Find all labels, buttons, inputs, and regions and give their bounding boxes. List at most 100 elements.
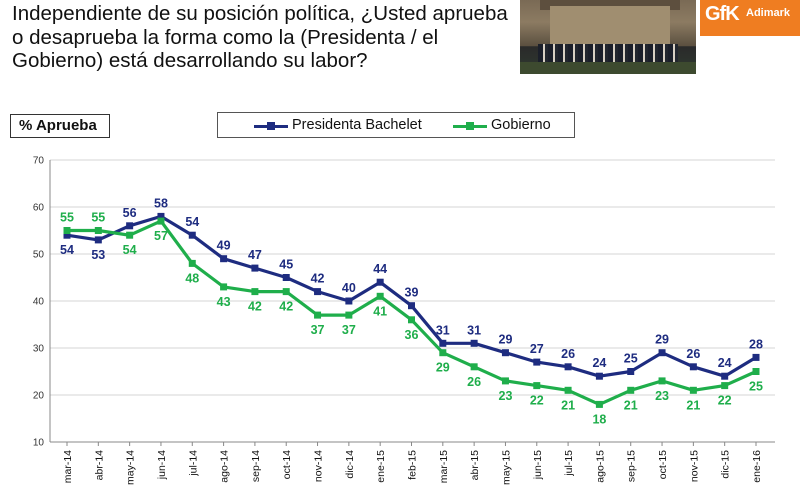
data-label-gobierno-dic-15: 22 [718,394,732,408]
y-tick-60: 60 [33,203,45,214]
point-bachelet-may-15 [501,349,509,357]
data-label-bachelet-dic-14: 40 [342,281,356,295]
point-gobierno-dic-15 [721,382,729,390]
point-gobierno-may-14 [126,231,134,239]
data-label-gobierno-may-15: 23 [499,389,513,403]
point-bachelet-ene-16 [752,353,760,361]
point-bachelet-dic-14 [345,297,353,305]
point-bachelet-mar-15 [439,339,447,347]
point-gobierno-jun-15 [533,382,541,390]
approval-line-chart: 10 20 30 40 50 60 70 mar-14 abr-14 may-14 jun-14 ju… [33,156,775,485]
point-gobierno-jul-14 [188,259,196,267]
point-gobierno-oct-14 [282,288,290,296]
data-label-gobierno-sep-15: 21 [624,398,638,412]
point-bachelet-ago-15 [595,372,603,380]
data-label-gobierno-mar-14: 55 [60,211,74,225]
x-tick-sep-14: sep-14 [250,450,262,482]
x-tick-mar-14: mar-14 [62,450,74,483]
data-label-bachelet-oct-15: 29 [655,333,669,347]
logo-adimark-text: Adimark [746,7,791,19]
data-label-bachelet-ene-15: 44 [373,262,387,276]
data-label-bachelet-sep-15: 25 [624,352,638,366]
y-tick-20: 20 [33,391,45,402]
data-label-gobierno-feb-15: 36 [405,328,419,342]
data-label-bachelet-may-15: 29 [499,333,513,347]
point-gobierno-may-15 [501,377,509,385]
y-tick-10: 10 [33,438,45,449]
data-label-bachelet-abr-14: 53 [91,248,105,262]
y-tick-30: 30 [33,344,45,355]
point-gobierno-nov-14 [314,311,322,319]
data-label-bachelet-nov-15: 26 [686,347,700,361]
data-label-gobierno-ene-16: 25 [749,380,763,394]
legend-label-gobierno: Gobierno [491,117,551,133]
data-label-bachelet-ago-15: 24 [592,356,606,370]
y-tick-40: 40 [33,297,45,308]
data-label-bachelet-may-14: 56 [123,206,137,220]
data-label-bachelet-feb-15: 39 [405,286,419,300]
x-tick-dic-15: dic-15 [720,450,732,479]
point-gobierno-sep-14 [251,288,259,296]
data-label-gobierno-jun-14: 57 [154,229,168,243]
y-axis-label: % Aprueba [10,114,110,138]
point-bachelet-oct-14 [282,274,290,281]
point-bachelet-oct-15 [658,349,666,357]
point-bachelet-sep-14 [251,264,259,272]
point-bachelet-ago-14 [220,255,228,263]
data-label-gobierno-jun-15: 22 [530,394,544,408]
point-gobierno-ene-15 [376,292,384,300]
point-bachelet-jun-15 [533,358,541,366]
x-tick-nov-14: nov-14 [313,450,325,482]
legend-marker-bachelet [267,122,275,130]
question-title: Independiente de su posición política, ¿… [12,2,508,72]
data-label-bachelet-oct-14: 45 [279,258,293,272]
data-label-gobierno-abr-15: 26 [467,375,481,389]
point-gobierno-abr-15 [470,363,478,371]
data-label-gobierno-jul-14: 48 [185,271,199,285]
data-label-gobierno-oct-15: 23 [655,389,669,403]
gfk-adimark-logo: GfK Adimark [700,0,800,36]
point-gobierno-mar-15 [439,349,447,357]
point-gobierno-mar-14 [63,227,71,234]
point-bachelet-sep-15 [627,368,635,375]
data-label-bachelet-mar-15: 31 [436,323,450,337]
x-tick-may-14: may-14 [125,450,137,485]
x-tick-abr-14: abr-14 [93,450,105,481]
x-tick-jul-14: jul-14 [187,450,199,477]
point-gobierno-ago-15 [595,400,603,408]
data-label-gobierno-abr-14: 55 [91,211,105,225]
point-bachelet-jul-14 [188,231,196,239]
data-label-gobierno-may-14: 54 [123,243,137,257]
point-gobierno-nov-15 [689,386,697,394]
series-line-gobierno [67,219,757,406]
x-tick-ago-14: ago-14 [219,450,231,483]
point-bachelet-jul-15 [564,363,572,371]
data-label-bachelet-dic-15: 24 [718,356,732,370]
logo-gfk-text: GfK [705,3,740,25]
data-label-bachelet-jul-14: 54 [185,215,199,229]
point-gobierno-ago-14 [220,283,228,291]
point-gobierno-feb-15 [408,316,415,324]
data-label-gobierno-ago-14: 43 [217,295,231,309]
data-label-bachelet-ene-16: 28 [749,337,763,351]
point-gobierno-ene-16 [752,368,760,375]
data-label-gobierno-nov-14: 37 [311,323,325,337]
point-gobierno-jul-15 [564,386,572,394]
x-tick-mar-15: mar-15 [438,450,450,483]
x-tick-may-15: may-15 [500,450,512,485]
group-photo [520,0,696,74]
x-tick-feb-15: feb-15 [407,450,419,480]
data-label-bachelet-mar-14: 54 [60,243,74,257]
data-label-bachelet-abr-15: 31 [467,323,481,337]
x-tick-jun-15: jun-15 [532,450,544,480]
x-tick-ene-15: ene-15 [375,450,387,483]
point-bachelet-mar-14 [63,231,71,239]
y-tick-50: 50 [33,250,45,261]
point-bachelet-dic-15 [721,372,729,380]
x-tick-dic-14: dic-14 [344,450,356,479]
point-gobierno-sep-15 [627,386,635,394]
data-label-bachelet-jun-14: 58 [154,196,168,210]
data-label-bachelet-ago-14: 49 [217,239,231,253]
data-label-bachelet-jun-15: 27 [530,342,544,356]
data-label-gobierno-jul-15: 21 [561,398,575,412]
